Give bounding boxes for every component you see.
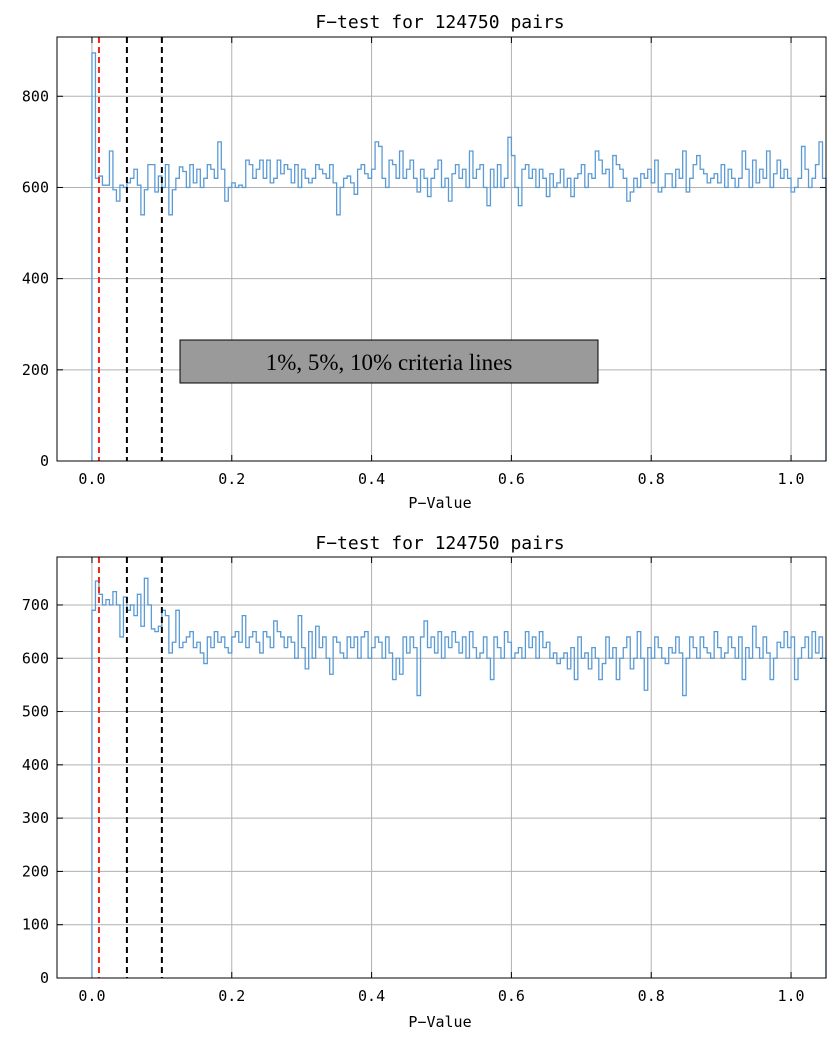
plot-frame: [56, 36, 827, 462]
y-tick-label: 100: [22, 916, 49, 934]
x-tick-label: 1.0: [777, 987, 804, 1005]
y-tick-label: 0: [40, 452, 49, 470]
y-tick-label: 300: [22, 809, 49, 827]
top-plot-area: 0.0 0.2 0.4 0.6 0.8 1.0 0 200 400 600 800: [22, 36, 827, 488]
top-chart-title: F−test for 124750 pairs: [315, 12, 564, 33]
annotation-box: [179, 339, 599, 384]
y-tick-label: 600: [22, 178, 49, 196]
x-tick-label: 0.8: [638, 987, 665, 1005]
y-tick-label: 400: [22, 270, 49, 288]
y-tick-label: 200: [22, 361, 49, 379]
y-tick-label: 200: [22, 862, 49, 880]
x-tick-label: 0.4: [358, 470, 385, 488]
bottom-chart-xlabel: P−Value: [408, 1013, 471, 1031]
y-tick-label: 700: [22, 596, 49, 614]
histogram-series: [91, 52, 827, 461]
bottom-chart-title: F−test for 124750 pairs: [315, 533, 564, 554]
y-tick-label: 600: [22, 649, 49, 667]
x-tick-label: 0.2: [218, 987, 245, 1005]
x-tick-label: 0.0: [78, 987, 105, 1005]
x-tick-label: 0.6: [498, 470, 525, 488]
criteria-annotation: 1%, 5%, 10% criteria lines: [179, 339, 599, 384]
x-tick-label: 0.8: [638, 470, 665, 488]
x-tick-label: 0.4: [358, 987, 385, 1005]
plot-frame: [56, 556, 827, 979]
x-tick-label: 0.2: [218, 470, 245, 488]
x-tick-label: 1.0: [777, 470, 804, 488]
x-tick-label: 0.0: [78, 470, 105, 488]
y-tick-label: 0: [40, 969, 49, 987]
y-tick-label: 500: [22, 703, 49, 721]
y-tick-label: 400: [22, 756, 49, 774]
y-tick-label: 800: [22, 87, 49, 105]
top-chart-xlabel: P−Value: [408, 494, 471, 512]
histogram-series: [91, 577, 827, 978]
bottom-plot-area: 0.0 0.2 0.4 0.6 0.8 1.0 0 100 200 300 400 500 600 700: [22, 556, 827, 1005]
annotation-text: 1%, 5%, 10% criteria lines: [266, 350, 513, 375]
top-histogram-chart: F−test for 124750 pairs P−Value 0.0 0.2 0.…: [22, 12, 827, 512]
bottom-histogram-chart: F−test for 124750 pairs P−Value 0.0 0.2 0.…: [22, 533, 827, 1031]
x-tick-label: 0.6: [498, 987, 525, 1005]
